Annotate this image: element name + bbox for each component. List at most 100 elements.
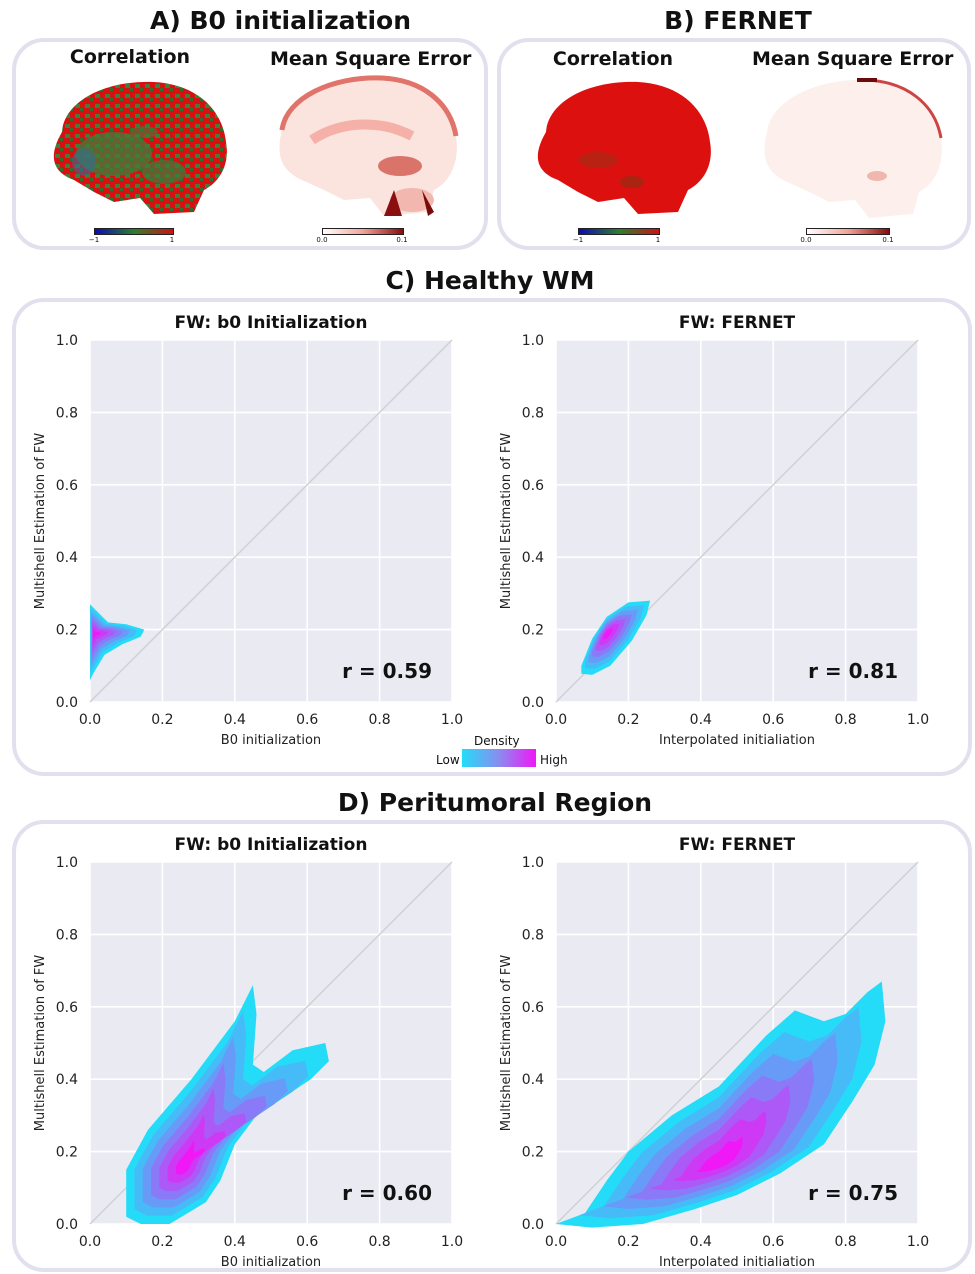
panel-a-corr-cbar-min: −1 <box>88 236 100 244</box>
chart-0-correlation-annotation: r = 0.59 <box>342 659 432 683</box>
chart-2-x-tick-label: 0.8 <box>368 1234 390 1250</box>
panel-a-corr-cbar-max: 1 <box>169 236 175 244</box>
chart-0-x-tick-label: 0.6 <box>296 712 318 728</box>
chart-3-y-axis-label: Multishell Estimation of FW <box>499 955 514 1132</box>
chart-2-y-tick-label: 0.6 <box>56 1000 78 1016</box>
density-legend-title: Density <box>474 734 520 748</box>
chart-3-x-tick-label: 0.0 <box>545 1234 567 1250</box>
chart-d-b0: FW: b0 Initialization 0.0 0.2 0.4 0.6 0.8 1.0 0… <box>33 835 463 1270</box>
chart-3-y-tick-label: 1.0 <box>522 855 544 871</box>
chart-2-x-tick-label: 0.0 <box>79 1234 101 1250</box>
chart-1-density-level-6 <box>603 628 613 640</box>
chart-0-identity-line <box>89 339 453 703</box>
chart-0-y-tick-label: 0.4 <box>56 550 78 566</box>
panel-b-mse-cbar-max: 0.1 <box>882 236 894 244</box>
chart-1-x-tick-label: 0.4 <box>690 712 712 728</box>
chart-3-x-tick-label: 1.0 <box>907 1234 929 1250</box>
density-legend-high: High <box>540 753 568 767</box>
panel-a-mse-label: Mean Square Error <box>270 48 472 70</box>
chart-0-title: FW: b0 Initialization <box>175 313 368 333</box>
panel-b-title: B) FERNET <box>664 6 812 35</box>
panel-b-correlation-label: Correlation <box>552 48 674 70</box>
chart-2-density-level-6 <box>175 1140 205 1175</box>
chart-2-y-tick-label: 1.0 <box>56 855 78 871</box>
chart-0-y-tick-label: 1.0 <box>56 333 78 349</box>
panel-a-title: A) B0 initialization <box>150 6 412 35</box>
chart-0-y-axis-label: Multishell Estimation of FW <box>33 433 48 610</box>
panel-b-correlation-colorbar <box>578 228 660 235</box>
chart-3-identity-line <box>555 861 919 1225</box>
chart-0-x-tick-label: 0.0 <box>79 712 101 728</box>
panel-d-title: D) Peritumoral Region <box>337 788 653 817</box>
chart-0-x-tick-label: 0.8 <box>368 712 390 728</box>
chart-0-x-tick-label: 0.4 <box>224 712 246 728</box>
panel-a-mse-cbar-min: 0.0 <box>316 236 328 244</box>
chart-1-y-tick-label: 0.0 <box>522 695 544 711</box>
chart-1-x-tick-label: 1.0 <box>907 712 929 728</box>
chart-3-x-tick-label: 0.2 <box>617 1234 639 1250</box>
chart-0-y-tick-label: 0.8 <box>56 405 78 421</box>
chart-3-y-tick-label: 0.0 <box>522 1217 544 1233</box>
chart-3-density-level-5 <box>672 1110 767 1182</box>
panel-b-mse-colorbar <box>806 228 890 235</box>
density-legend-low: Low <box>436 753 460 767</box>
panel-b-corr-cbar-min: −1 <box>572 236 584 244</box>
chart-1-y-tick-label: 0.6 <box>522 478 544 494</box>
chart-0-x-tick-label: 0.2 <box>151 712 173 728</box>
panel-a-mse-map <box>279 75 459 217</box>
chart-3-x-tick-label: 0.8 <box>834 1234 856 1250</box>
chart-2-correlation-annotation: r = 0.60 <box>342 1181 432 1205</box>
chart-1-x-tick-label: 0.2 <box>617 712 639 728</box>
panel-a-mse-cbar-max: 0.1 <box>396 236 408 244</box>
chart-1-title: FW: FERNET <box>679 313 796 333</box>
panel-a-correlation-map <box>53 81 227 215</box>
chart-3-y-tick-label: 0.8 <box>522 927 544 943</box>
chart-2-x-axis-label: B0 initialization <box>221 1255 321 1270</box>
density-legend-bar <box>462 749 536 767</box>
chart-1-y-axis-label: Multishell Estimation of FW <box>499 433 514 610</box>
chart-2-y-axis-label: Multishell Estimation of FW <box>33 955 48 1132</box>
chart-1-x-axis-label: Interpolated initialiation <box>659 733 815 748</box>
chart-3-title: FW: FERNET <box>679 835 796 855</box>
chart-2-title: FW: b0 Initialization <box>175 835 368 855</box>
chart-2-y-tick-label: 0.0 <box>56 1217 78 1233</box>
chart-1-y-tick-label: 0.8 <box>522 405 544 421</box>
chart-0-x-axis-label: B0 initialization <box>221 733 321 748</box>
panel-c-title: C) Healthy WM <box>385 266 595 295</box>
chart-1-x-tick-label: 0.6 <box>762 712 784 728</box>
chart-2-y-tick-label: 0.4 <box>56 1072 78 1088</box>
chart-3-y-tick-label: 0.2 <box>522 1145 544 1161</box>
chart-3-x-tick-label: 0.6 <box>762 1234 784 1250</box>
chart-3-density-level-4 <box>649 1084 791 1191</box>
panel-a-correlation-colorbar <box>94 228 174 235</box>
chart-2-x-tick-label: 0.2 <box>151 1234 173 1250</box>
chart-2-x-tick-label: 0.4 <box>224 1234 246 1250</box>
chart-2-y-tick-label: 0.2 <box>56 1145 78 1161</box>
chart-0-y-tick-label: 0.6 <box>56 478 78 494</box>
chart-0-y-tick-label: 0.2 <box>56 623 78 639</box>
chart-1-x-tick-label: 0.0 <box>545 712 567 728</box>
chart-3-x-axis-label: Interpolated initialiation <box>659 1255 815 1270</box>
chart-3-y-tick-label: 0.4 <box>522 1072 544 1088</box>
panel-b-mse-map <box>764 78 943 219</box>
chart-2-x-tick-label: 1.0 <box>441 1234 463 1250</box>
chart-0-y-tick-label: 0.0 <box>56 695 78 711</box>
chart-3-y-tick-label: 0.6 <box>522 1000 544 1016</box>
chart-0-density-level-5 <box>92 624 109 647</box>
chart-0-density-level-6 <box>93 629 101 640</box>
chart-0-density-level-4 <box>92 620 116 654</box>
chart-c-b0: FW: b0 Initialization 0.0 0.2 0.4 0.6 0.8 1.0 0… <box>33 313 463 748</box>
chart-3-x-tick-label: 0.4 <box>690 1234 712 1250</box>
chart-2-y-tick-label: 0.8 <box>56 927 78 943</box>
panel-a-correlation-label: Correlation <box>69 46 191 68</box>
chart-3-density-level-6 <box>695 1136 743 1172</box>
chart-1-correlation-annotation: r = 0.81 <box>808 659 898 683</box>
chart-0-x-tick-label: 1.0 <box>441 712 463 728</box>
chart-3-correlation-annotation: r = 0.75 <box>808 1181 898 1205</box>
chart-d-fernet: FW: FERNET 0.0 0.2 0.4 0.6 0.8 1.0 0.0 0.2 0.4 0.6… <box>499 835 929 1270</box>
chart-1-y-tick-label: 0.2 <box>522 623 544 639</box>
chart-1-y-tick-label: 0.4 <box>522 550 544 566</box>
chart-2-x-tick-label: 0.6 <box>296 1234 318 1250</box>
chart-0-density-level-3 <box>91 616 123 661</box>
panel-b-mse-cbar-min: 0.0 <box>800 236 812 244</box>
